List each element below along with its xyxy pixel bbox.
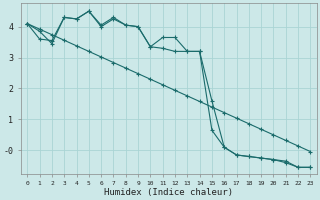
- X-axis label: Humidex (Indice chaleur): Humidex (Indice chaleur): [104, 188, 233, 197]
